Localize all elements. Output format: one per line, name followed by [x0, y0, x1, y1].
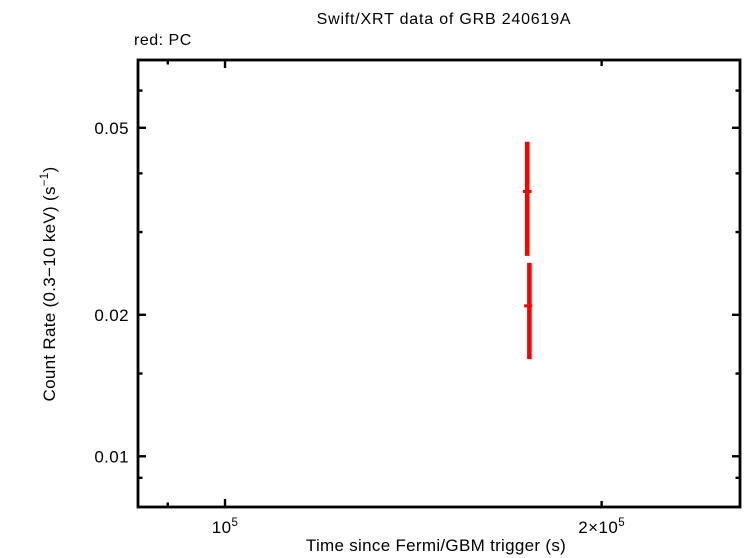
- mode-legend-red-pc: red: PC: [134, 32, 192, 49]
- y-tick-label: 0.05: [94, 119, 129, 138]
- plot-frame: [136, 58, 742, 509]
- x-tick-label: 105: [212, 517, 239, 537]
- x-tick-label: 2×105: [578, 517, 625, 537]
- y-axis-label: Count Rate (0.3−10 keV) (s−1): [39, 167, 59, 402]
- plot-area: 105 2×105 0.05 0.02 0.01 Count Rate (0.3−10 k…: [39, 58, 742, 537]
- x-axis-label: Time since Fermi/GBM trigger (s): [306, 536, 566, 555]
- y-tick-label: 0.01: [94, 447, 129, 466]
- chart-title: Swift/XRT data of GRB 240619A: [317, 11, 572, 28]
- y-tick-label: 0.02: [94, 306, 129, 325]
